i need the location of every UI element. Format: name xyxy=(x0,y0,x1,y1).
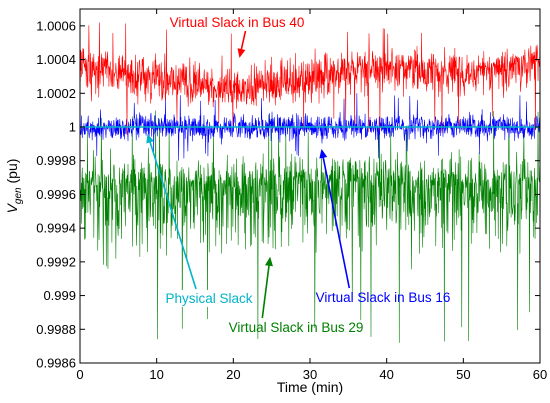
y-tick-label: 0.9998 xyxy=(36,153,76,168)
annotation-arrowhead-virtual-slack-in-bus-40 xyxy=(237,48,246,58)
y-tick-label: 1 xyxy=(69,120,76,135)
y-tick-label: 1.0002 xyxy=(36,86,76,101)
y-tick-label: 0.9988 xyxy=(36,322,76,337)
x-axis-label: Time (min) xyxy=(277,379,343,395)
annotation-arrow-virtual-slack-in-bus-16 xyxy=(321,154,351,289)
y-tick-label: 1.0006 xyxy=(36,18,76,33)
annotation-label-physical-slack: Physical Slack xyxy=(165,291,252,306)
x-tick-label: 50 xyxy=(456,367,470,382)
annotation-arrowhead-physical-slack xyxy=(146,133,154,144)
y-axis-label-unit: (pu) xyxy=(4,159,20,188)
annotation-arrowhead-virtual-slack-in-bus-29 xyxy=(265,256,273,267)
series-line-virtual-slack-in-bus-40 xyxy=(79,22,541,135)
y-axis-label-main: V xyxy=(4,202,20,213)
x-tick-label: 10 xyxy=(149,367,163,382)
x-tick-label: 60 xyxy=(533,367,547,382)
x-tick-label: 40 xyxy=(379,367,393,382)
y-axis-label: Vgen (pu) xyxy=(4,159,24,214)
annotation-arrow-physical-slack xyxy=(148,139,197,290)
annotation-label-virtual-slack-in-bus-29: Virtual Slack in Bus 29 xyxy=(229,320,364,335)
annotation-label-virtual-slack-in-bus-16: Virtual Slack in Bus 16 xyxy=(316,290,451,305)
annotation-arrow-virtual-slack-in-bus-29 xyxy=(261,262,271,319)
x-tick-label: 0 xyxy=(76,367,83,382)
annotation-label-virtual-slack-in-bus-40: Virtual Slack in Bus 40 xyxy=(170,15,305,30)
annotation-arrows xyxy=(146,30,351,319)
x-tick-label: 30 xyxy=(303,367,317,382)
y-tick-label: 1.0004 xyxy=(36,52,76,67)
y-tick-label: 0.9994 xyxy=(36,221,76,236)
y-tick-label: 0.9992 xyxy=(36,254,76,269)
y-tick-label: 0.9996 xyxy=(36,187,76,202)
annotation-arrowhead-virtual-slack-in-bus-16 xyxy=(319,148,328,159)
axis-ticks: 0 10 20 30 40 50 60 0.9986 0.9988 0.999 0.9992 0.99… xyxy=(36,9,547,382)
annotation-arrow-virtual-slack-in-bus-40 xyxy=(239,30,247,53)
y-tick-label: 0.999 xyxy=(43,288,76,303)
y-axis-label-sub: gen xyxy=(13,187,24,204)
annotation-labels: Virtual Slack in Bus 40 Virtual Slack in … xyxy=(162,15,450,335)
x-tick-label: 20 xyxy=(226,367,240,382)
series-layer xyxy=(79,22,541,343)
y-tick-label: 0.9986 xyxy=(36,356,76,371)
series-line-virtual-slack-in-bus-29 xyxy=(79,110,541,343)
annotation-label-background xyxy=(162,290,256,307)
